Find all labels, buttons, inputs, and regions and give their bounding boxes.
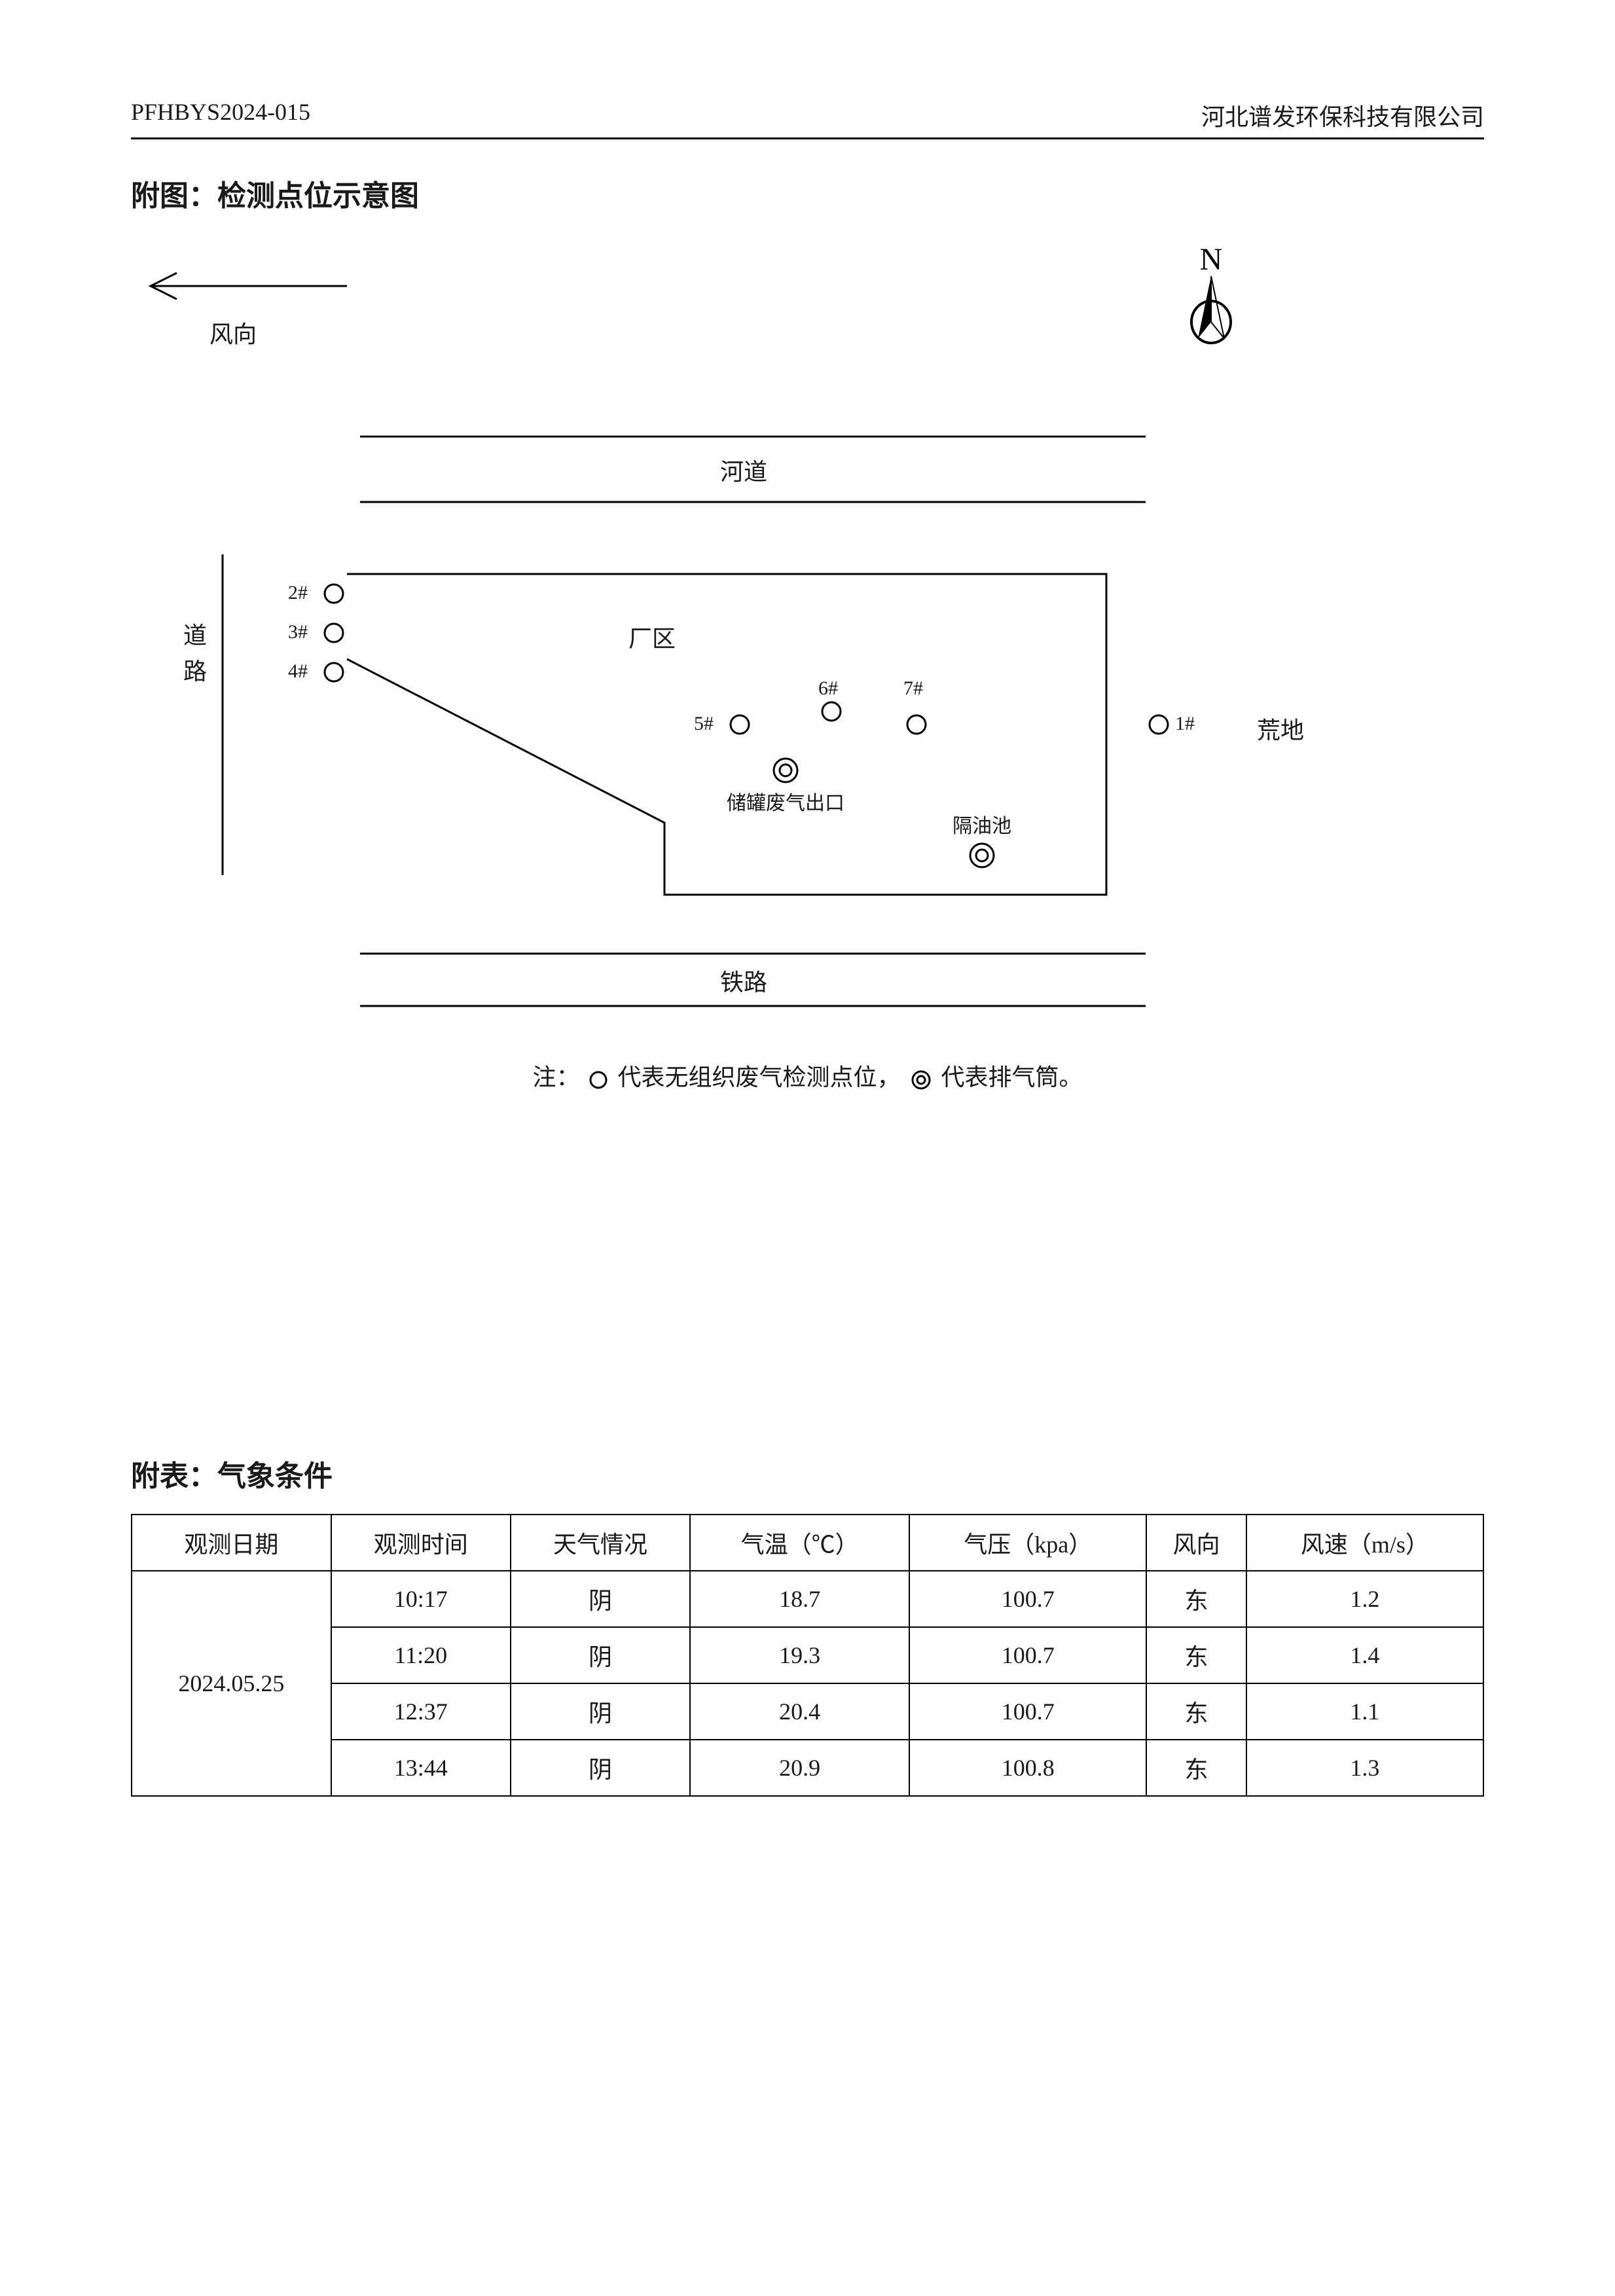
table-cell: 阴 [511,1740,690,1796]
table-cell: 东 [1146,1740,1246,1796]
table-cell: 13:44 [331,1740,511,1796]
river-label: 河道 [720,453,767,487]
railway-label: 铁路 [720,963,767,997]
point-1-label: 1# [1175,713,1195,735]
table-row: 11:20阴19.3100.7东1.4 [132,1627,1483,1683]
table-row: 2024.05.2510:17阴18.7100.7东1.2 [132,1571,1483,1627]
table-cell: 12:37 [331,1683,511,1740]
section1-title: 附图：检测点位示意图 [131,172,1484,214]
table-header-row: 观测日期 观测时间 天气情况 气温（℃） 气压（kpa） 风向 风速（m/s） [132,1515,1483,1571]
table-cell: 1.2 [1246,1571,1483,1627]
road-label-1: 道 [183,617,207,651]
table-cell: 1.1 [1246,1683,1483,1740]
table-cell: 东 [1146,1683,1246,1740]
diagram-area: N 风向 河道 道 路 厂区 荒地 铁路 2# 3# 4# 5# 6# 7# 1… [131,253,1484,1039]
hollow-circle-icon [585,1070,611,1090]
table-cell: 1.4 [1246,1627,1483,1683]
company-name: 河北谱发环保科技有限公司 [1201,98,1484,132]
point-5-label: 5# [694,713,714,735]
col-temp: 气温（℃） [690,1515,909,1571]
col-windspeed: 风速（m/s） [1246,1515,1483,1571]
svg-text:N: N [1200,247,1223,277]
table-cell: 11:20 [331,1627,511,1683]
table-cell: 19.3 [690,1627,909,1683]
table-cell: 东 [1146,1627,1246,1683]
col-weather: 天气情况 [511,1515,690,1571]
compass-icon: N [1178,247,1257,378]
point-4-label: 4# [288,660,308,683]
road-label-2: 路 [183,653,207,687]
oil-pool-label: 隔油池 [953,810,1011,838]
factory-label: 厂区 [628,620,676,654]
point-3-label: 3# [288,621,308,643]
col-time: 观测时间 [331,1515,511,1571]
table-row: 12:37阴20.4100.7东1.1 [132,1683,1483,1740]
table-cell: 阴 [511,1571,690,1627]
doc-code: PFHBYS2024-015 [131,98,310,132]
col-date: 观测日期 [132,1515,331,1571]
col-winddir: 风向 [1146,1515,1246,1571]
legend-text-1: 代表无组织废气检测点位， [617,1064,900,1090]
legend-prefix: 注： [532,1064,579,1090]
exhaust-label: 储罐废气出口 [727,787,844,816]
table-row: 13:44阴20.9100.8东1.3 [132,1740,1483,1796]
table-cell: 100.7 [909,1683,1146,1740]
wind-label: 风向 [209,315,257,350]
double-circle-icon [907,1070,935,1090]
point-7-label: 7# [903,677,923,700]
table-cell: 1.3 [1246,1740,1483,1796]
table-cell: 100.7 [909,1571,1146,1627]
point-6-label: 6# [818,677,838,700]
cell-date: 2024.05.25 [132,1571,331,1796]
point-2-label: 2# [288,582,308,604]
table-cell: 20.9 [690,1740,909,1796]
legend-row: 注： 代表无组织废气检测点位， 代表排气筒。 [131,1058,1484,1092]
weather-table: 观测日期 观测时间 天气情况 气温（℃） 气压（kpa） 风向 风速（m/s） … [131,1514,1484,1797]
table-cell: 20.4 [690,1683,909,1740]
wasteland-label: 荒地 [1257,711,1304,745]
table-cell: 100.7 [909,1627,1146,1683]
legend-text-2: 代表排气筒。 [941,1064,1083,1090]
table-cell: 阴 [511,1683,690,1740]
diagram-svg [131,253,1484,1039]
table-cell: 18.7 [690,1571,909,1627]
page-header: PFHBYS2024-015 河北谱发环保科技有限公司 [131,98,1484,139]
table-cell: 10:17 [331,1571,511,1627]
table-cell: 东 [1146,1571,1246,1627]
section2-title: 附表：气象条件 [131,1452,1484,1494]
col-pressure: 气压（kpa） [909,1515,1146,1571]
table-cell: 100.8 [909,1740,1146,1796]
table-cell: 阴 [511,1627,690,1683]
